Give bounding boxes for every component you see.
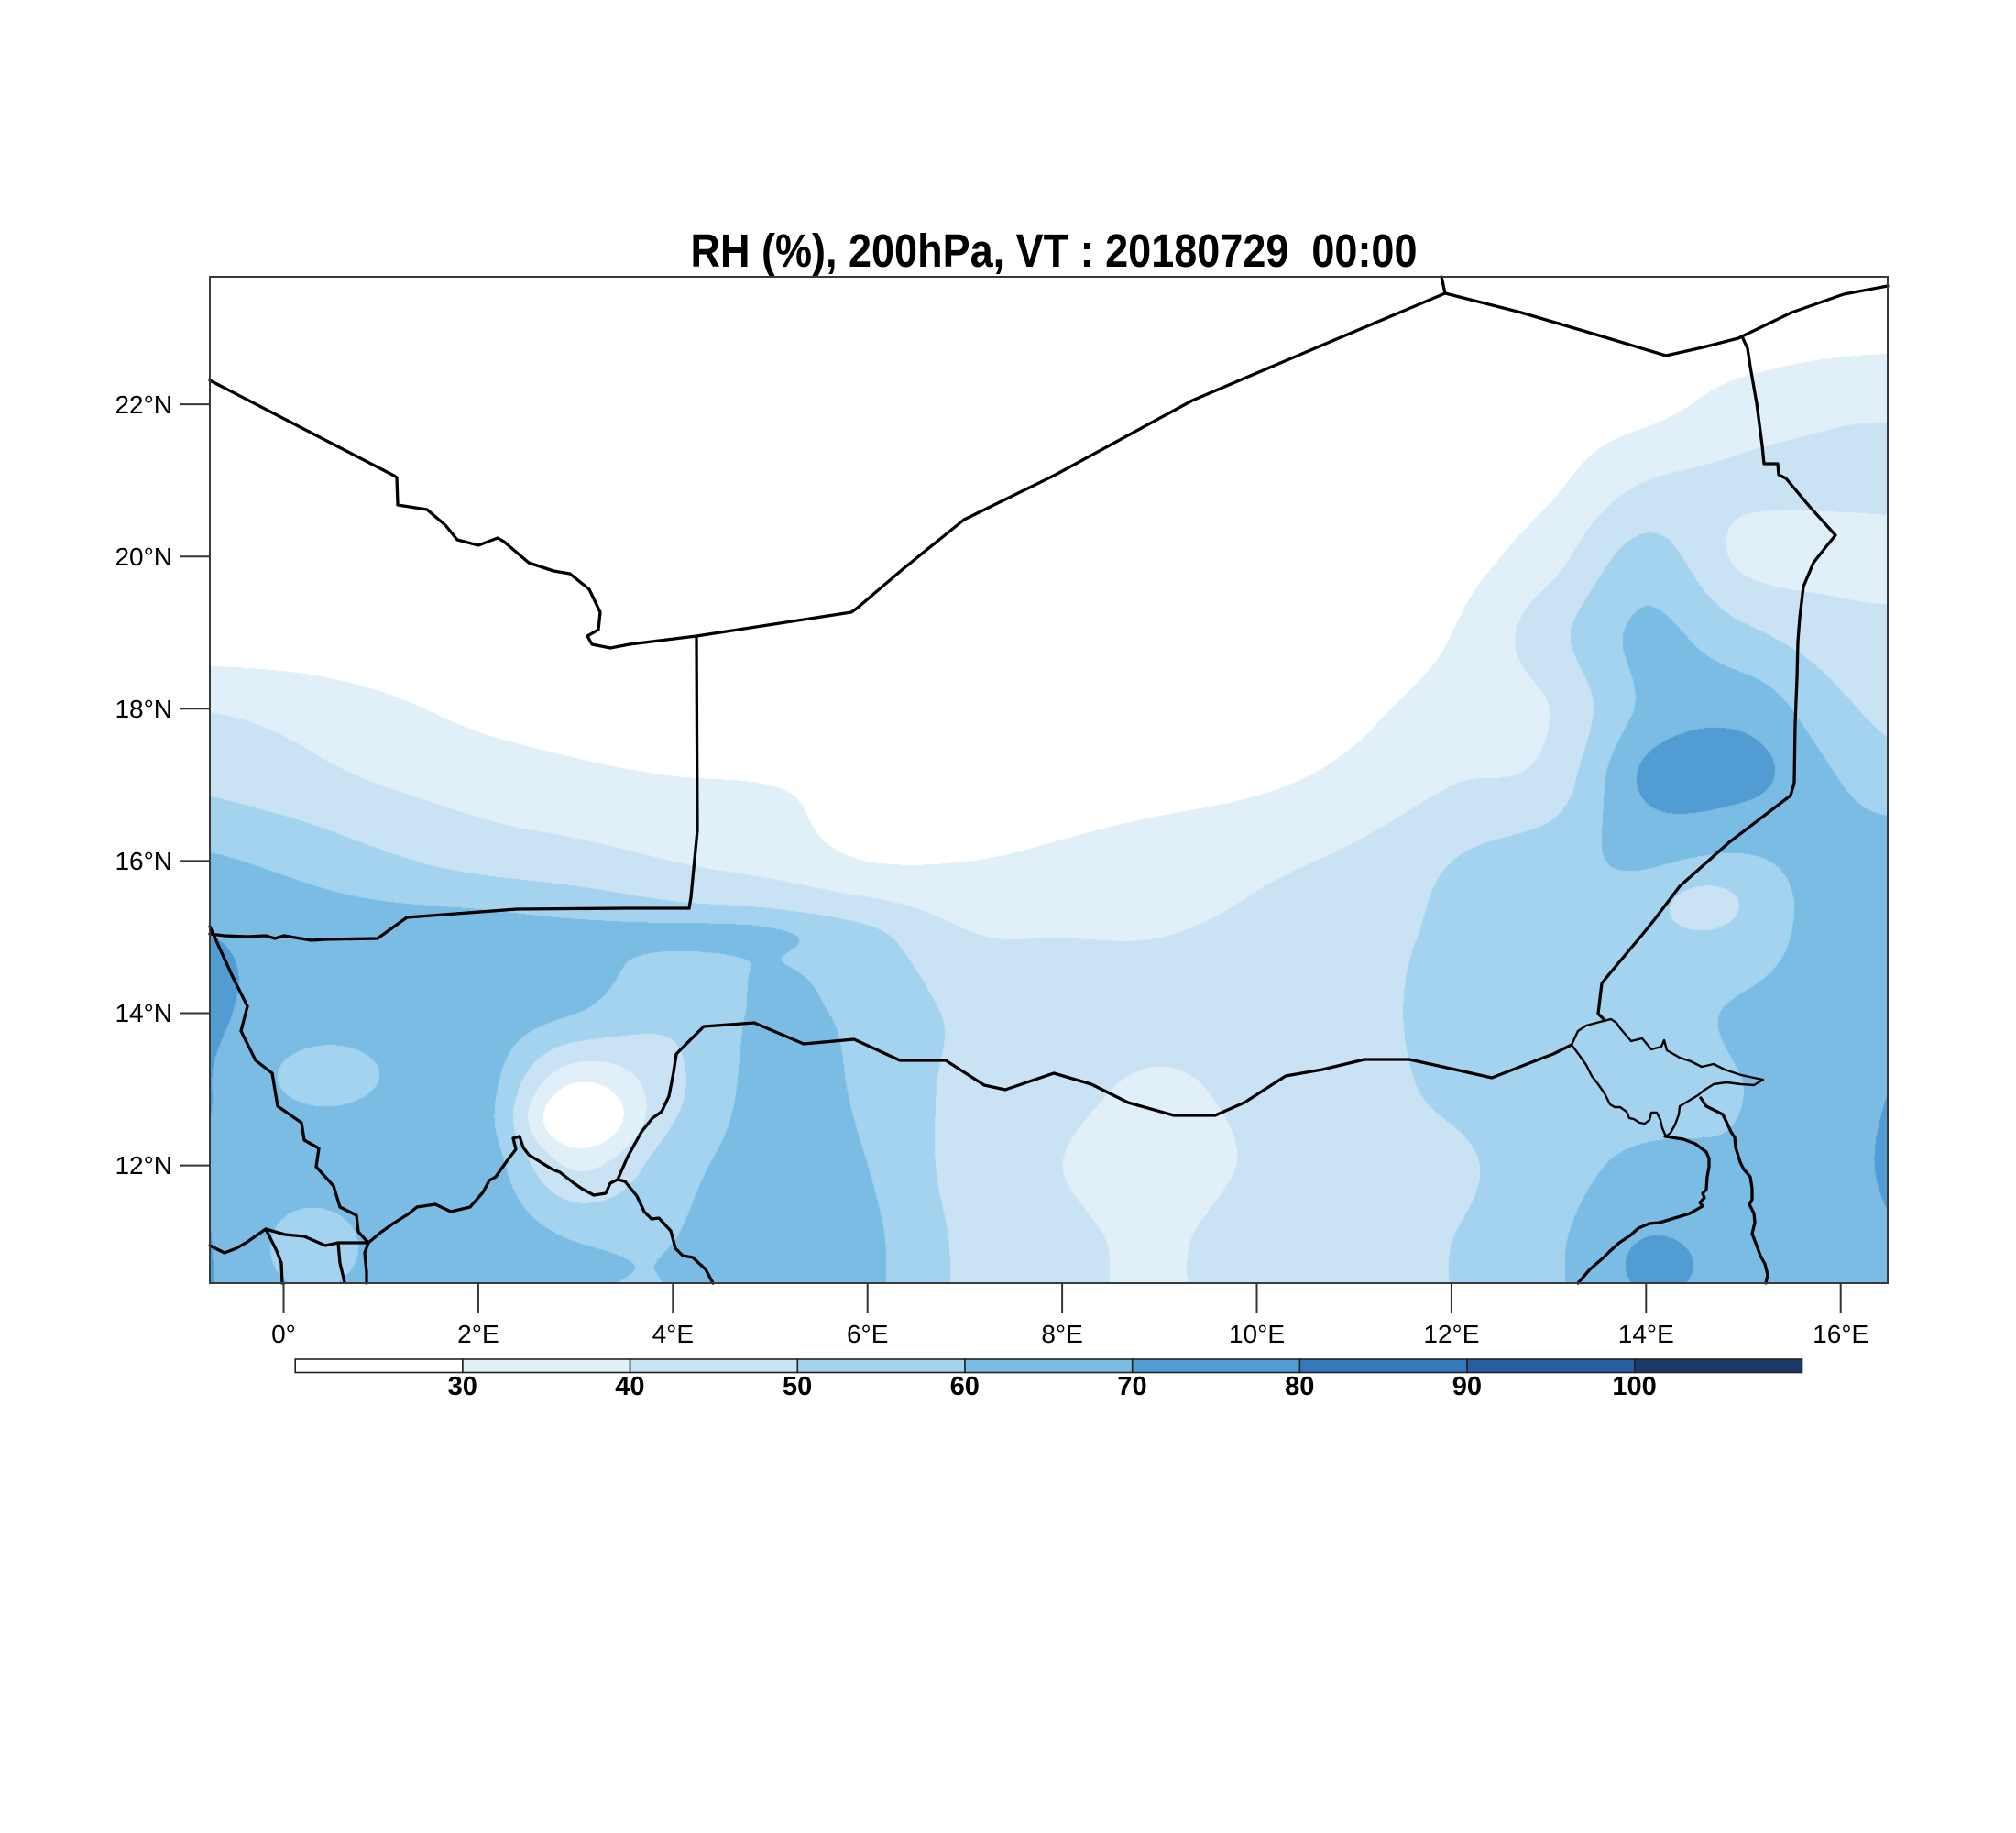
svg-text:8°E: 8°E bbox=[1041, 1320, 1082, 1348]
svg-text:16°E: 16°E bbox=[1813, 1320, 1868, 1348]
svg-text:70: 70 bbox=[1117, 1372, 1146, 1401]
svg-text:0°: 0° bbox=[271, 1320, 296, 1348]
svg-text:6°E: 6°E bbox=[847, 1320, 888, 1348]
svg-text:80: 80 bbox=[1285, 1372, 1314, 1401]
svg-text:12°N: 12°N bbox=[115, 1151, 172, 1180]
svg-text:20°N: 20°N bbox=[115, 543, 172, 571]
svg-text:50: 50 bbox=[783, 1372, 812, 1401]
svg-text:60: 60 bbox=[950, 1372, 980, 1401]
svg-text:40: 40 bbox=[615, 1372, 644, 1401]
svg-text:90: 90 bbox=[1452, 1372, 1482, 1401]
svg-text:100: 100 bbox=[1612, 1372, 1656, 1401]
svg-text:16°N: 16°N bbox=[115, 847, 172, 875]
svg-text:14°N: 14°N bbox=[115, 999, 172, 1027]
svg-text:18°N: 18°N bbox=[115, 695, 172, 723]
svg-text:4°E: 4°E bbox=[652, 1320, 694, 1348]
svg-text:RH (%), 200hPa, VT : 20180729: RH (%), 200hPa, VT : 20180729 00:00 bbox=[691, 225, 1418, 277]
svg-text:22°N: 22°N bbox=[115, 390, 172, 419]
svg-text:12°E: 12°E bbox=[1423, 1320, 1479, 1348]
svg-text:30: 30 bbox=[448, 1372, 477, 1401]
svg-text:10°E: 10°E bbox=[1229, 1320, 1285, 1348]
svg-text:14°E: 14°E bbox=[1618, 1320, 1674, 1348]
svg-text:2°E: 2°E bbox=[457, 1320, 499, 1348]
